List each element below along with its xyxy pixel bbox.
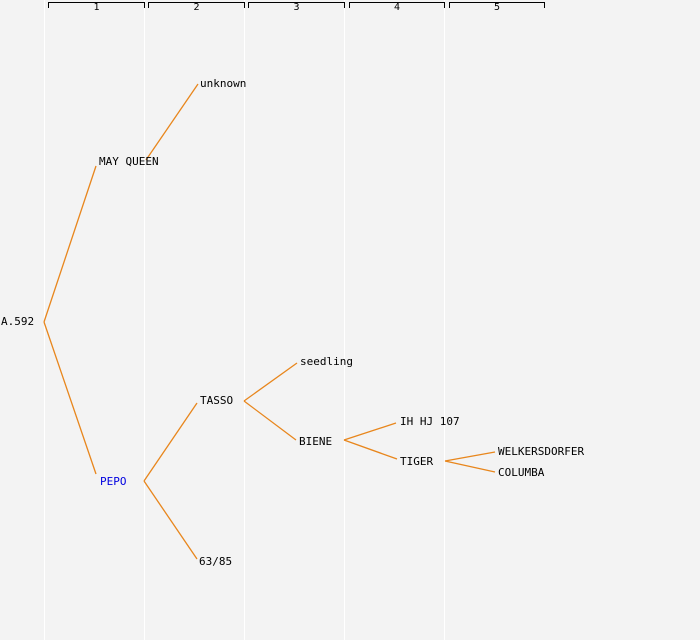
- edge-biene-to-ih-hj-107: [343, 422, 397, 441]
- node-label-pepo[interactable]: PEPO: [100, 475, 127, 488]
- edge-tasso-to-seedling: [243, 362, 298, 402]
- node-label-tasso[interactable]: TASSO: [200, 394, 234, 407]
- edge-pepo-to-63-85: [143, 480, 198, 560]
- edge-biene-to-tiger: [343, 439, 398, 460]
- node-label-columba[interactable]: COLUMBA: [498, 466, 545, 479]
- node-label-unknown[interactable]: unknown: [200, 77, 247, 90]
- generation-number-1: 1: [93, 2, 100, 13]
- node-label-welkersdorfer[interactable]: WELKERSDORFER: [498, 445, 585, 458]
- node-label-seedling[interactable]: seedling: [300, 355, 353, 368]
- generation-header-4: 4: [349, 2, 445, 13]
- edge-tiger-to-columba: [444, 460, 496, 473]
- edge-a592-to-may-queen: [43, 165, 97, 323]
- generation-number-2: 2: [193, 2, 200, 13]
- node-label-63-85[interactable]: 63/85: [199, 555, 233, 568]
- generation-header-1: 1: [48, 2, 145, 13]
- generation-gridline-3: [244, 0, 245, 640]
- node-label-biene[interactable]: BIENE: [299, 435, 333, 448]
- generation-gridline-5: [444, 0, 445, 640]
- node-label-may-queen[interactable]: MAY QUEEN: [99, 155, 159, 168]
- edge-a592-to-pepo: [43, 321, 97, 475]
- generation-gridline-4: [344, 0, 345, 640]
- node-label-a592[interactable]: A.592: [1, 315, 35, 328]
- generation-header-5: 5: [449, 2, 545, 13]
- edge-may-queen-to-unknown: [145, 83, 199, 161]
- node-label-ih-hj-107[interactable]: IH HJ 107: [400, 415, 460, 428]
- generation-header-2: 2: [148, 2, 245, 13]
- edge-pepo-to-tasso: [143, 402, 198, 482]
- generation-header-3: 3: [248, 2, 345, 13]
- edge-tiger-to-welkersdorfer: [444, 451, 496, 462]
- generation-gridline-2: [144, 0, 145, 640]
- edge-tasso-to-biene: [243, 400, 297, 441]
- node-label-tiger[interactable]: TIGER: [400, 455, 434, 468]
- generation-number-3: 3: [293, 2, 300, 13]
- generation-number-4: 4: [393, 2, 401, 13]
- generation-number-5: 5: [493, 2, 501, 13]
